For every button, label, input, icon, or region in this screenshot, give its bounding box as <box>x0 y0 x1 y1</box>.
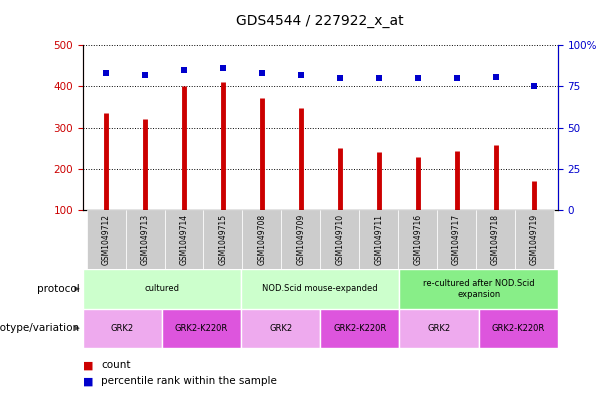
Bar <box>241 269 400 309</box>
Bar <box>437 210 476 269</box>
Text: percentile rank within the sample: percentile rank within the sample <box>101 376 277 386</box>
Bar <box>204 210 242 269</box>
Text: GRK2-K220R: GRK2-K220R <box>492 324 545 332</box>
Bar <box>359 210 398 269</box>
Bar <box>321 210 359 269</box>
Bar <box>241 309 321 348</box>
Text: GSM1049710: GSM1049710 <box>335 214 345 265</box>
Bar <box>83 309 162 348</box>
Text: GSM1049715: GSM1049715 <box>218 214 227 265</box>
Text: ■: ■ <box>83 360 93 371</box>
Bar <box>162 309 241 348</box>
Bar <box>321 309 400 348</box>
Bar <box>398 210 437 269</box>
Text: GRK2-K220R: GRK2-K220R <box>175 324 228 332</box>
Text: cultured: cultured <box>145 285 180 293</box>
Text: GSM1049714: GSM1049714 <box>180 214 189 265</box>
Bar <box>164 210 204 269</box>
Bar <box>400 269 558 309</box>
Text: ■: ■ <box>83 376 93 386</box>
Text: GRK2: GRK2 <box>427 324 451 332</box>
Bar <box>83 269 241 309</box>
Text: protocol: protocol <box>37 284 80 294</box>
Text: genotype/variation: genotype/variation <box>0 323 80 333</box>
Text: NOD.Scid mouse-expanded: NOD.Scid mouse-expanded <box>262 285 378 293</box>
Text: GRK2-K220R: GRK2-K220R <box>333 324 387 332</box>
Bar <box>126 210 164 269</box>
Text: count: count <box>101 360 131 371</box>
Text: GSM1049717: GSM1049717 <box>452 214 461 265</box>
Bar <box>476 210 515 269</box>
Bar <box>242 210 281 269</box>
Bar <box>86 210 126 269</box>
Text: GSM1049718: GSM1049718 <box>491 214 500 265</box>
Text: GSM1049708: GSM1049708 <box>257 214 267 265</box>
Bar <box>515 210 554 269</box>
Bar <box>281 210 321 269</box>
Text: GSM1049719: GSM1049719 <box>530 214 539 265</box>
Text: GSM1049716: GSM1049716 <box>413 214 422 265</box>
Text: GSM1049709: GSM1049709 <box>296 214 305 265</box>
Text: GSM1049711: GSM1049711 <box>374 214 383 265</box>
Text: GSM1049712: GSM1049712 <box>102 214 110 265</box>
Bar <box>400 309 479 348</box>
Text: GRK2: GRK2 <box>111 324 134 332</box>
Text: GDS4544 / 227922_x_at: GDS4544 / 227922_x_at <box>237 14 404 28</box>
Text: GSM1049713: GSM1049713 <box>140 214 150 265</box>
Bar <box>479 309 558 348</box>
Text: GRK2: GRK2 <box>269 324 292 332</box>
Text: re-cultured after NOD.Scid
expansion: re-cultured after NOD.Scid expansion <box>423 279 535 299</box>
